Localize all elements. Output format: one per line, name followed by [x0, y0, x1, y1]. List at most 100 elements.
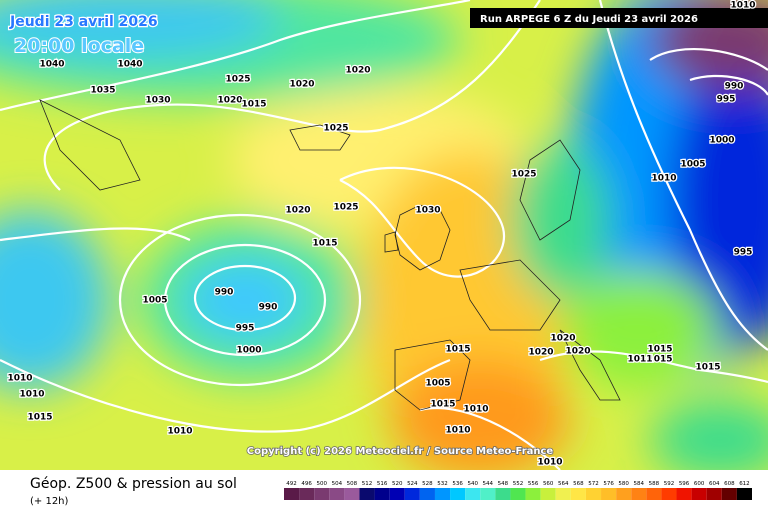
isobar-label: 1015 — [241, 100, 266, 110]
scale-label: 544 — [483, 481, 494, 487]
scale-cell — [676, 488, 692, 500]
time: 20:00 locale — [14, 35, 144, 57]
isobar-label: 1010 — [445, 426, 470, 436]
isobar-label: 1025 — [323, 124, 348, 134]
isobar-label: 990 — [725, 82, 744, 92]
scale-label: 576 — [603, 481, 614, 487]
scale-cell — [389, 488, 405, 500]
isobar-label: 1020 — [550, 334, 575, 344]
isobar-label: 1015 — [647, 345, 672, 355]
isobar-label: 1000 — [709, 136, 734, 146]
isobar-label: 1010 — [537, 458, 562, 468]
isobar-label: 995 — [734, 248, 753, 258]
isobar-label: 990 — [259, 303, 278, 313]
isobar-label: 1015 — [647, 355, 672, 365]
color-scale: 492 496 500 504 508 512 516 520 524 528 532 536 540 5… — [284, 481, 752, 500]
isobars — [0, 0, 768, 470]
scale-label: 556 — [528, 481, 539, 487]
scale-label: 552 — [513, 481, 524, 487]
map-field — [0, 0, 768, 470]
isobar-label: 1035 — [90, 86, 115, 96]
scale-cell — [374, 488, 390, 500]
scale-label: 512 — [362, 481, 373, 487]
isobar-label: 1015 — [430, 400, 455, 410]
scale-cell — [646, 488, 662, 500]
scale-label: 500 — [316, 481, 327, 487]
isobar-label: 1010 — [463, 405, 488, 415]
scale-cell — [419, 488, 435, 500]
scale-cell — [601, 488, 617, 500]
isobar-label: 1025 — [333, 203, 358, 213]
scale-label: 564 — [558, 481, 569, 487]
footer-title: Géop. Z500 & pression au sol — [30, 476, 237, 492]
scale-label: 532 — [437, 481, 448, 487]
scale-cell — [284, 488, 300, 500]
isobar-label: 1030 — [415, 206, 440, 216]
coastlines — [39, 99, 621, 411]
date: Jeudi 23 avril 2026 — [9, 14, 158, 30]
scale-cell — [631, 488, 647, 500]
isobar-label: 1005 — [425, 379, 450, 389]
scale-label: 504 — [332, 481, 343, 487]
isobar-label: 990 — [215, 288, 234, 298]
isobar-label: 1010 — [167, 427, 192, 437]
scale-cell — [465, 488, 481, 500]
run-box — [470, 8, 768, 28]
scale-cell — [691, 488, 707, 500]
scale-label: 600 — [694, 481, 705, 487]
scale-cell — [314, 488, 330, 500]
scale-label: 496 — [301, 481, 312, 487]
isobar-label: 995 — [717, 95, 736, 105]
isobar-label: 1015 — [27, 413, 52, 423]
isobar-label: 1025 — [511, 170, 536, 180]
isobar-label: 1010 — [7, 374, 32, 384]
scale-cell — [495, 488, 511, 500]
scale-cell — [510, 488, 526, 500]
isobar-label: 1030 — [145, 96, 170, 106]
scale-cell — [585, 488, 602, 500]
scale-cell — [359, 488, 375, 500]
isobar-label: 1010 — [730, 1, 755, 11]
scale-label: 536 — [452, 481, 463, 487]
isobar-label: 1015 — [312, 239, 337, 249]
scale-cell — [299, 488, 315, 500]
scale-cell — [616, 488, 632, 500]
scale-cell — [344, 488, 360, 500]
isobar-label: 1020 — [285, 206, 310, 216]
scale-cell — [480, 488, 496, 500]
isobar-label: 1020 — [217, 96, 242, 106]
scale-label: 516 — [377, 481, 388, 487]
scale-label: 568 — [573, 481, 584, 487]
footer-subtitle: (+ 12h) — [30, 496, 69, 507]
isobar-label: 1000 — [236, 346, 261, 356]
scale-label: 592 — [664, 481, 675, 487]
scale-label: 604 — [709, 481, 720, 487]
scale-label: 524 — [407, 481, 418, 487]
isobar-label: 995 — [236, 324, 255, 334]
scale-label: 608 — [724, 481, 735, 487]
scale-label: 596 — [679, 481, 690, 487]
scale-cell — [736, 488, 752, 500]
scale-label: 560 — [543, 481, 554, 487]
isobar-label: 1005 — [142, 296, 167, 306]
scale-label: 588 — [649, 481, 660, 487]
isobar-label: 1020 — [345, 66, 370, 76]
scale-cell — [434, 488, 451, 500]
isobar-label: 1011 — [627, 355, 652, 365]
scale-label: 528 — [422, 481, 433, 487]
scale-cell — [540, 488, 556, 500]
scale-cell — [525, 488, 541, 500]
isobar-label: 1010 — [19, 390, 44, 400]
scale-label: 540 — [467, 481, 478, 487]
scale-cell — [329, 488, 345, 500]
isobar-label: 1040 — [39, 60, 64, 70]
scale-label: 580 — [618, 481, 629, 487]
scale-label: 548 — [498, 481, 509, 487]
isobar-label: 1020 — [289, 80, 314, 90]
scale-cell — [661, 488, 677, 500]
scale-cell — [555, 488, 571, 500]
isobar-label: 1015 — [445, 345, 470, 355]
run-info: Run ARPEGE 6 Z du Jeudi 23 avril 2026 — [480, 14, 698, 25]
scale-label: 612 — [739, 481, 750, 487]
